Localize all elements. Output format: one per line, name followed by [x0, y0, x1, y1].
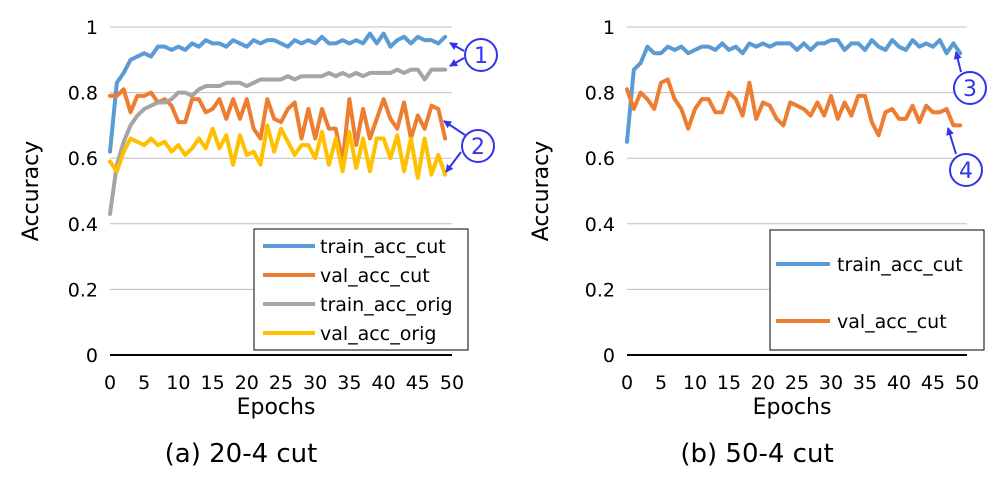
y-axis-title: Accuracy	[19, 141, 44, 241]
x-tick-label: 45	[921, 372, 945, 394]
x-tick-label: 50	[955, 372, 979, 394]
y-tick-label: 0.4	[585, 214, 615, 236]
callout-circle	[949, 153, 983, 187]
callout-label: 1	[474, 44, 488, 69]
series-line-train-acc-cut	[625, 38, 963, 144]
callout-arrow	[445, 151, 462, 173]
x-tick-label: 0	[621, 372, 633, 394]
x-tick-label: 30	[303, 372, 327, 394]
x-tick-label: 50	[440, 372, 464, 394]
callout-arrow	[946, 127, 957, 155]
y-tick-label: 0.6	[68, 148, 98, 170]
y-tick-label: 0	[86, 345, 98, 367]
chart-panel-a: 00.20.40.60.810 5 10 15 20 25 30 35 40 45 50Accura…	[19, 17, 498, 469]
legend-label: val_acc_cut	[320, 265, 430, 287]
legend-box	[769, 229, 985, 351]
series-line-val-acc-cut	[625, 77, 963, 138]
x-tick-label: 5	[655, 372, 667, 394]
series-line-val-acc-cut	[108, 87, 448, 164]
chart-caption: (a) 20-4 cut	[165, 439, 318, 469]
chart-panel-b: 00.20.40.60.810 5 10 15 20 25 30 35 40 45 50Accura…	[529, 17, 987, 469]
x-tick-label: 20	[235, 372, 259, 394]
y-tick-label: 0.8	[585, 83, 615, 105]
legend-box	[253, 228, 469, 351]
callout-arrow	[449, 57, 465, 67]
y-tick-label: 0	[603, 345, 615, 367]
x-tick-label: 40	[372, 372, 396, 394]
callout-label: 3	[963, 77, 977, 102]
y-tick-label: 0.6	[585, 148, 615, 170]
y-tick-label: 1	[86, 17, 98, 39]
x-tick-label: 40	[887, 372, 911, 394]
chart-caption: (b) 50-4 cut	[680, 439, 833, 469]
legend-label: val_acc_orig	[320, 323, 436, 345]
y-tick-label: 1	[603, 17, 615, 39]
x-tick-label: 35	[853, 372, 877, 394]
series-line-val-acc-orig	[108, 123, 448, 180]
x-tick-label: 45	[406, 372, 430, 394]
y-tick-label: 0.2	[68, 279, 98, 301]
callout-circle	[464, 38, 498, 72]
y-tick-label: 0.8	[68, 83, 98, 105]
callout-arrow	[449, 42, 465, 52]
x-axis-title: Epochs	[237, 395, 316, 420]
x-tick-label: 30	[819, 372, 843, 394]
x-tick-label: 15	[717, 372, 741, 394]
x-tick-label: 5	[138, 372, 150, 394]
callout-label: 2	[471, 135, 485, 160]
x-tick-label: 20	[751, 372, 775, 394]
legend-label: train_acc_orig	[320, 294, 453, 316]
x-tick-label: 25	[269, 372, 293, 394]
callout-label: 4	[959, 159, 973, 184]
y-tick-label: 0.4	[68, 214, 98, 236]
legend-label: train_acc_cut	[320, 236, 446, 258]
series-line-train-acc-orig	[108, 67, 448, 216]
y-axis-title: Accuracy	[529, 141, 554, 241]
x-tick-label: 15	[201, 372, 225, 394]
callout-arrow	[953, 51, 962, 73]
legend-label: val_acc_cut	[837, 311, 947, 333]
x-tick-label: 25	[785, 372, 809, 394]
x-tick-label: 0	[104, 372, 116, 394]
x-tick-label: 35	[337, 372, 361, 394]
series-line-train-acc-cut	[108, 31, 448, 154]
x-axis-title: Epochs	[753, 395, 832, 420]
callout-circle	[461, 129, 495, 163]
x-tick-label: 10	[166, 372, 190, 394]
legend-label: train_acc_cut	[837, 254, 963, 276]
callout-arrow	[443, 120, 466, 136]
x-tick-label: 10	[683, 372, 707, 394]
y-tick-label: 0.2	[585, 279, 615, 301]
callout-circle	[953, 71, 987, 105]
